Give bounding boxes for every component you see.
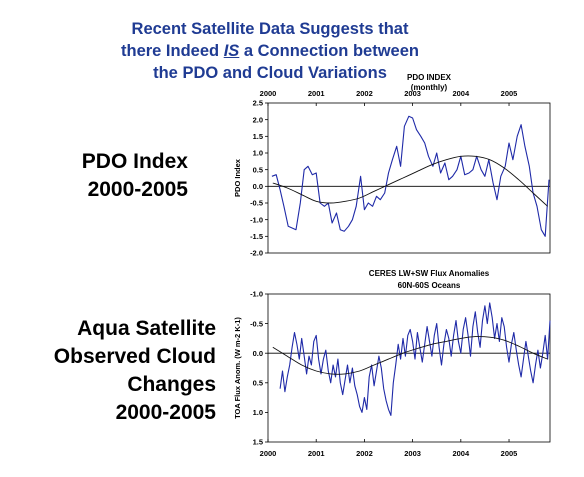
pdo-y-tick-label: 1.5 [253, 132, 263, 141]
pdo-x-tick-label: 2001 [308, 89, 325, 98]
pdo-x-tick-label: 2004 [452, 89, 470, 98]
headline-line-3: the PDO and Cloud Variations [153, 64, 387, 82]
ceres-plot-frame [267, 293, 551, 443]
ceres-x-tick-label: 2004 [452, 449, 470, 458]
pdo-y-tick-label: 2.5 [253, 99, 263, 108]
pdo-y-tick-label: -1.0 [250, 215, 263, 224]
pdo-y-tick-label: -2.0 [250, 249, 263, 258]
ceres-y-tick-label: 1.0 [253, 408, 263, 417]
pdo-side-label-line-2: 2000-2005 [87, 178, 188, 201]
pdo-y-tick-label: 2.0 [253, 115, 263, 124]
pdo-x-tick-label: 2000 [260, 89, 277, 98]
ceres-y-tick-label: 0.5 [253, 379, 263, 388]
ceres-y-tick-label: -0.5 [250, 319, 263, 328]
pdo-chart-title: PDO INDEX [407, 73, 452, 82]
headline-line-2-end: a Connection between [239, 42, 419, 60]
aqua-side-label-line-1: Aqua Satellite [77, 317, 216, 340]
ceres-x-tick-label: 2001 [308, 449, 325, 458]
aqua-side-label: Aqua Satellite Observed Cloud Changes 20… [8, 315, 216, 427]
ceres-x-tick-label: 2003 [404, 449, 421, 458]
ceres-y-axis-label: TOA Flux Anom. (W m-2 K-1) [233, 317, 242, 419]
pdo-data-series-line [271, 115, 550, 237]
ceres-y-tick-label: 0.0 [253, 349, 263, 358]
pdo-side-label: PDO Index 2000-2005 [20, 148, 188, 204]
ceres-chart-title: CERES LW+SW Flux Anomalies [369, 269, 490, 278]
pdo-fit-curve [272, 155, 548, 207]
ceres-y-tick-label: 1.5 [253, 438, 263, 447]
pdo-x-tick-label: 2002 [356, 89, 373, 98]
headline: Recent Satellite Data Suggests that ther… [60, 18, 480, 84]
pdo-y-tick-label: 0.0 [253, 182, 263, 191]
ceres-chart-subtitle: 60N-60S Oceans [398, 281, 461, 290]
pdo-side-label-line-1: PDO Index [81, 150, 188, 173]
headline-emphasis: IS [223, 42, 240, 60]
pdo-y-axis-label: PDO Index [233, 158, 242, 197]
ceres-x-tick-label: 2000 [260, 449, 277, 458]
pdo-y-tick-label: -1.5 [250, 232, 263, 241]
ceres-x-tick-label: 2005 [501, 449, 518, 458]
headline-line-2-start: there Indeed [121, 42, 224, 60]
ceres-fit-curve [272, 336, 548, 375]
pdo-plot-frame [267, 102, 551, 254]
ceres-y-tick-label: -1.0 [250, 290, 263, 299]
headline-line-1: Recent Satellite Data Suggests that [131, 20, 409, 38]
aqua-side-label-line-4: 2000-2005 [115, 401, 216, 424]
headline-line-2: there Indeed IS a Connection between [60, 40, 480, 62]
ceres-x-tick-label: 2002 [356, 449, 373, 458]
pdo-y-tick-label: -0.5 [250, 199, 263, 208]
ceres-data-series-line [279, 302, 551, 416]
pdo-x-tick-label: 2003 [404, 89, 421, 98]
pdo-y-tick-label: 1.0 [253, 149, 263, 158]
aqua-side-label-line-2: Observed Cloud [53, 345, 216, 368]
pdo-x-tick-label: 2005 [501, 89, 518, 98]
pdo-y-tick-label: 0.5 [253, 165, 263, 174]
aqua-side-label-line-3: Changes [127, 373, 216, 396]
pdo-chart-subtitle: (monthly) [411, 83, 448, 92]
